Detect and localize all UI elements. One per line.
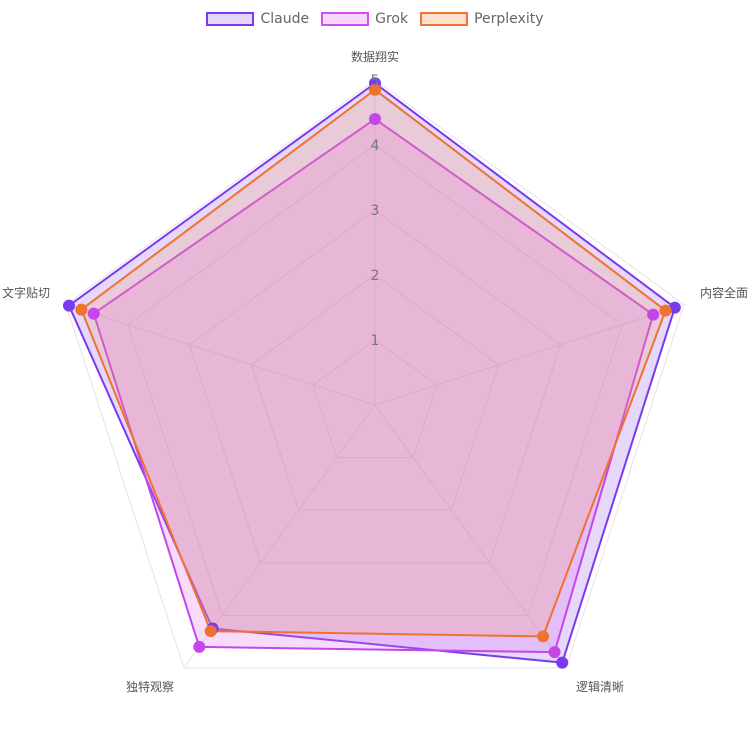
grid-ring-5 [65, 79, 685, 669]
r-tick-label-4: 4 [371, 138, 380, 154]
r-tick-label-5: 5 [371, 73, 380, 89]
legend-swatch-perplexity [420, 12, 469, 26]
grid-ring-1 [312, 339, 438, 459]
grid-ring-2 [250, 274, 500, 511]
legend-item-claude[interactable]: Claude [206, 11, 309, 27]
legend-label-grok: Grok [375, 11, 409, 27]
series-area-claude [67, 82, 676, 664]
grid-ring-3 [188, 209, 562, 564]
legend-swatch-grok [321, 12, 370, 26]
legend-item-perplexity[interactable]: Perplexity [420, 11, 544, 27]
point-perplexity-4 [204, 625, 217, 638]
point-perplexity-5 [75, 303, 88, 316]
point-claude-3 [556, 656, 569, 669]
legend-item-grok[interactable]: Grok [321, 11, 408, 27]
r-tick-label-3: 3 [371, 203, 380, 219]
point-grok-3 [548, 646, 561, 659]
point-perplexity-3 [537, 630, 550, 643]
category-label-3: 逻辑清晰 [576, 680, 624, 694]
point-grok-5 [87, 307, 100, 320]
grid-spoke-5 [65, 304, 376, 406]
legend: Claude Grok Perplexity [0, 8, 750, 30]
radar-tick-labels: 1 2 3 4 5 [371, 73, 380, 349]
legend-label-perplexity: Perplexity [474, 11, 544, 27]
point-claude-2 [668, 301, 681, 314]
point-perplexity-1 [369, 83, 381, 96]
category-label-4: 独特观察 [126, 679, 174, 694]
category-label-1: 数据翔实 [351, 49, 399, 64]
category-label-2: 内容全面 [700, 285, 748, 300]
grid-spoke-2 [374, 304, 685, 406]
r-tick-label-2: 2 [371, 268, 380, 284]
point-grok-1 [369, 113, 381, 125]
radar-series-layer [62, 77, 681, 669]
r-tick-label-1: 1 [371, 333, 380, 349]
point-grok-2 [647, 308, 660, 321]
series-area-grok [92, 118, 655, 654]
point-grok-4 [193, 640, 206, 653]
grid-ring-4 [127, 144, 623, 616]
point-perplexity-2 [659, 304, 672, 317]
legend-label-claude: Claude [260, 11, 310, 27]
grid-spoke-3 [374, 404, 567, 669]
point-claude-5 [62, 299, 75, 312]
series-area-perplexity [80, 88, 667, 638]
category-label-5: 文字贴切 [2, 285, 50, 300]
legend-swatch-claude [206, 12, 255, 26]
